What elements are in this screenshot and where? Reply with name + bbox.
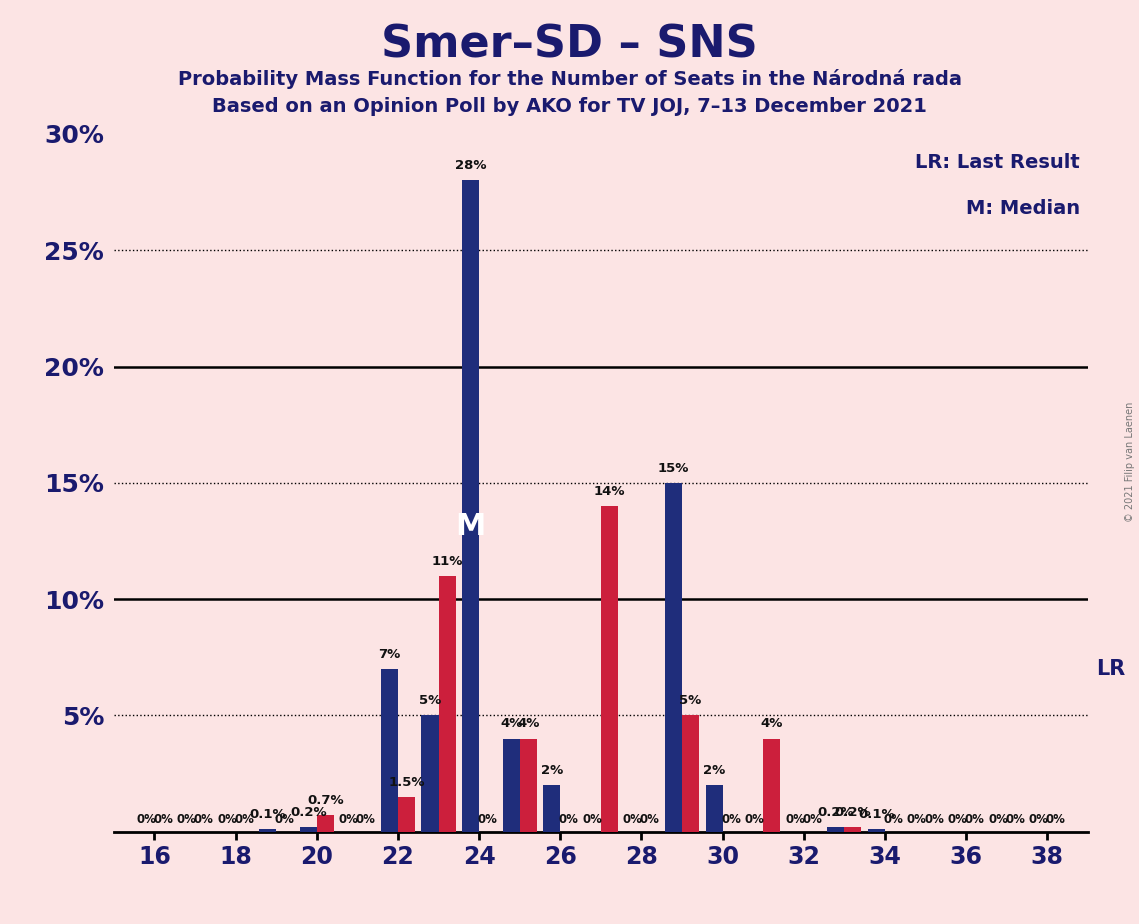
Text: LR: Last Result: LR: Last Result	[915, 152, 1080, 172]
Text: M: Median: M: Median	[966, 199, 1080, 218]
Text: Probability Mass Function for the Number of Seats in the Národná rada: Probability Mass Function for the Number…	[178, 69, 961, 90]
Text: 0%: 0%	[559, 813, 579, 826]
Text: 0.2%: 0.2%	[290, 806, 327, 819]
Text: 0%: 0%	[1046, 813, 1066, 826]
Text: 0%: 0%	[623, 813, 642, 826]
Text: 0%: 0%	[582, 813, 603, 826]
Text: 0%: 0%	[153, 813, 173, 826]
Text: 15%: 15%	[657, 462, 689, 475]
Text: 0%: 0%	[721, 813, 741, 826]
Text: 0%: 0%	[357, 813, 376, 826]
Text: 0%: 0%	[274, 813, 295, 826]
Text: 5%: 5%	[679, 694, 702, 707]
Text: 0%: 0%	[802, 813, 822, 826]
Text: 0%: 0%	[477, 813, 498, 826]
Bar	[763, 738, 780, 832]
Text: 0.2%: 0.2%	[818, 806, 854, 819]
Text: 0%: 0%	[785, 813, 805, 826]
Text: 7%: 7%	[378, 648, 401, 661]
Bar	[502, 738, 519, 832]
Bar	[682, 715, 699, 832]
Text: 0%: 0%	[218, 813, 237, 826]
Text: 0%: 0%	[924, 813, 944, 826]
Text: 0%: 0%	[907, 813, 927, 826]
Text: 11%: 11%	[432, 554, 462, 567]
Text: 5%: 5%	[419, 694, 441, 707]
Text: 0%: 0%	[745, 813, 764, 826]
Text: 0%: 0%	[884, 813, 903, 826]
Text: 0%: 0%	[965, 813, 984, 826]
Text: 0%: 0%	[989, 813, 1008, 826]
Bar	[421, 715, 439, 832]
Bar	[317, 815, 334, 832]
Bar	[519, 738, 536, 832]
Bar	[543, 785, 560, 832]
Text: Based on an Opinion Poll by AKO for TV JOJ, 7–13 December 2021: Based on an Opinion Poll by AKO for TV J…	[212, 97, 927, 116]
Bar	[827, 827, 844, 832]
Bar	[462, 180, 480, 832]
Text: 1.5%: 1.5%	[388, 775, 425, 788]
Text: 0%: 0%	[177, 813, 196, 826]
Bar	[380, 669, 398, 832]
Text: 0%: 0%	[948, 813, 967, 826]
Text: 0.1%: 0.1%	[858, 808, 894, 821]
Bar	[844, 827, 861, 832]
Bar	[705, 785, 722, 832]
Text: 0%: 0%	[640, 813, 659, 826]
Bar	[260, 829, 276, 832]
Text: 4%: 4%	[761, 717, 782, 731]
Text: 4%: 4%	[517, 717, 540, 731]
Text: LR: LR	[1096, 659, 1125, 679]
Bar	[300, 827, 317, 832]
Text: 0.1%: 0.1%	[249, 808, 286, 821]
Bar	[868, 829, 885, 832]
Text: 0%: 0%	[1029, 813, 1049, 826]
Text: 0.7%: 0.7%	[308, 795, 344, 808]
Text: Smer–SD – SNS: Smer–SD – SNS	[382, 23, 757, 67]
Text: 0%: 0%	[339, 813, 359, 826]
Text: M: M	[456, 512, 485, 541]
Text: © 2021 Filip van Laenen: © 2021 Filip van Laenen	[1125, 402, 1134, 522]
Text: 0%: 0%	[194, 813, 213, 826]
Bar	[601, 506, 617, 832]
Text: 2%: 2%	[703, 764, 726, 777]
Text: 4%: 4%	[500, 717, 523, 731]
Text: 0%: 0%	[136, 813, 156, 826]
Text: 0%: 0%	[235, 813, 254, 826]
Bar	[439, 576, 456, 832]
Bar	[665, 482, 682, 832]
Text: 0.2%: 0.2%	[835, 806, 871, 819]
Text: 2%: 2%	[541, 764, 563, 777]
Text: 0%: 0%	[1006, 813, 1025, 826]
Bar	[398, 796, 415, 832]
Text: 14%: 14%	[593, 485, 625, 498]
Text: 28%: 28%	[454, 159, 486, 173]
